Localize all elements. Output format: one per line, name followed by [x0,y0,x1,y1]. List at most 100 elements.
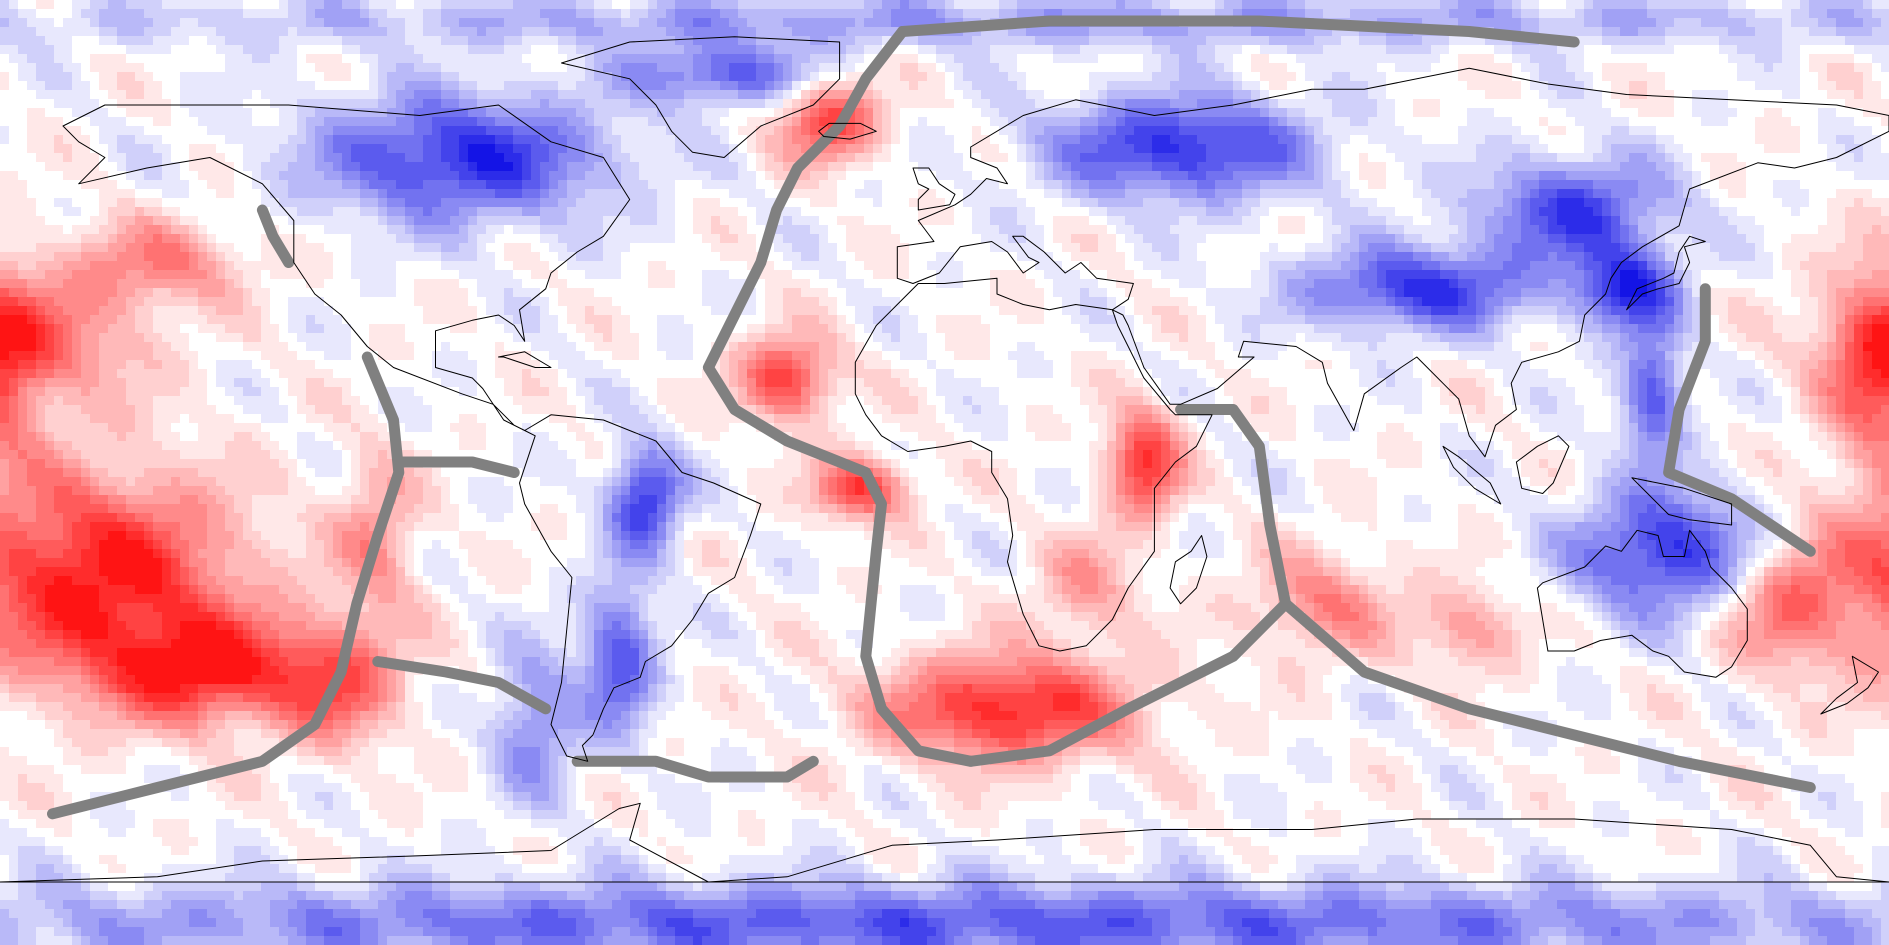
anomaly-cell [1287,189,1297,199]
anomaly-cell [747,153,757,163]
anomaly-cell [405,99,415,109]
anomaly-cell [1530,162,1540,172]
anomaly-cell [1026,207,1036,217]
anomaly-cell [1593,0,1603,10]
anomaly-cell [171,54,181,64]
anomaly-cell [369,117,379,127]
anomaly-cell [1197,144,1207,154]
anomaly-cell [207,54,217,64]
anomaly-cell [729,54,739,64]
anomaly-cell [936,198,946,208]
anomaly-cell [405,198,415,208]
anomaly-cell [1296,207,1306,217]
anomaly-cell [1314,36,1324,46]
anomaly-cell [702,99,712,109]
anomaly-cell [630,180,640,190]
anomaly-cell [1350,144,1360,154]
anomaly-cell [99,153,109,163]
anomaly-cell [297,45,307,55]
anomaly-cell [414,189,424,199]
anomaly-cell [1422,180,1432,190]
anomaly-cell [963,36,973,46]
anomaly-cell [1521,162,1531,172]
anomaly-cell [1854,81,1864,91]
anomaly-cell [936,18,946,28]
anomaly-cell [1647,162,1657,172]
anomaly-cell [1809,117,1819,127]
anomaly-cell [1881,198,1889,208]
anomaly-cell [1881,9,1889,19]
anomaly-cell [1494,0,1504,10]
anomaly-cell [153,90,163,100]
anomaly-cell [1566,198,1576,208]
anomaly-cell [1053,189,1063,199]
anomaly-cell [1719,54,1729,64]
anomaly-cell [54,162,64,172]
anomaly-cell [1071,162,1081,172]
anomaly-cell [477,36,487,46]
anomaly-cell [1143,189,1153,199]
anomaly-cell [963,81,973,91]
anomaly-cell [1143,99,1153,109]
anomaly-cell [180,9,190,19]
anomaly-cell [1314,180,1324,190]
anomaly-cell [900,171,910,181]
anomaly-cell [1152,153,1162,163]
anomaly-cell [522,117,532,127]
anomaly-cell [468,108,478,118]
anomaly-cell [837,27,847,37]
anomaly-cell [1242,144,1252,154]
anomaly-cell [1818,45,1828,55]
anomaly-cell [693,9,703,19]
anomaly-cell [513,144,523,154]
anomaly-cell [1746,153,1756,163]
anomaly-cell [990,27,1000,37]
anomaly-cell [1422,162,1432,172]
anomaly-cell [1251,135,1261,145]
anomaly-cell [1449,189,1459,199]
anomaly-cell [1035,36,1045,46]
anomaly-cell [999,63,1009,73]
anomaly-cell [153,99,163,109]
anomaly-cell [945,99,955,109]
anomaly-cell [1809,36,1819,46]
anomaly-cell [981,162,991,172]
anomaly-cell [1629,99,1639,109]
anomaly-cell [1602,171,1612,181]
anomaly-cell [918,18,928,28]
anomaly-cell [27,153,37,163]
anomaly-cell [639,198,649,208]
anomaly-cell [1287,36,1297,46]
anomaly-cell [117,18,127,28]
anomaly-cell [684,180,694,190]
anomaly-cell [1314,117,1324,127]
anomaly-cell [468,27,478,37]
anomaly-cell [369,180,379,190]
anomaly-cell [558,9,568,19]
anomaly-cell [1350,72,1360,82]
anomaly-cell [1665,171,1675,181]
anomaly-cell [1863,27,1873,37]
anomaly-cell [774,171,784,181]
anomaly-cell [1773,162,1783,172]
anomaly-cell [315,162,325,172]
anomaly-cell [1440,54,1450,64]
anomaly-cell [153,117,163,127]
anomaly-cell [675,9,685,19]
anomaly-cell [1863,144,1873,154]
anomaly-cell [729,117,739,127]
anomaly-cell [1503,180,1513,190]
anomaly-cell [216,18,226,28]
anomaly-cell [1026,117,1036,127]
anomaly-cell [1647,90,1657,100]
anomaly-cell [207,117,217,127]
anomaly-cell [1152,171,1162,181]
anomaly-cell [1854,108,1864,118]
anomaly-cell [837,54,847,64]
anomaly-cell [117,63,127,73]
anomaly-cell [567,207,577,217]
anomaly-cell [1566,135,1576,145]
anomaly-cell [1278,189,1288,199]
anomaly-cell [837,180,847,190]
